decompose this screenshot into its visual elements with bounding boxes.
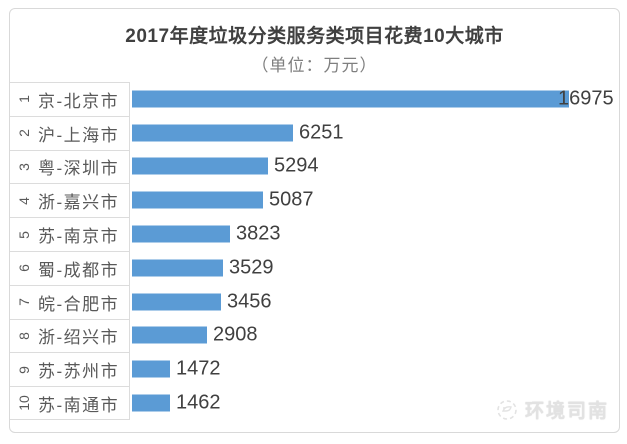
city-label: 沪-上海市 — [38, 125, 120, 145]
rank-label: 8 — [16, 332, 32, 340]
bar-track: 1462 — [130, 386, 619, 420]
chart-row: 4 浙-嘉兴市 5087 — [10, 183, 619, 218]
chart-row: 8 浙-绍兴市 2908 — [10, 318, 619, 353]
value-label: 1462 — [176, 391, 221, 414]
category-cell: 2 沪-上海市 — [10, 115, 130, 150]
bar — [132, 360, 170, 378]
bar — [132, 326, 207, 344]
rank-label: 2 — [16, 129, 32, 138]
value-label: 16975 — [558, 87, 614, 110]
city-label: 苏-南通市 — [38, 395, 120, 415]
bar-track: 1472 — [130, 352, 619, 386]
city-label: 浙-绍兴市 — [38, 328, 120, 348]
category-cell: 9 苏-苏州市 — [10, 352, 130, 387]
city-label: 苏-苏州市 — [38, 362, 120, 382]
chart-row: 1 京-北京市 16975 — [10, 82, 619, 116]
value-label: 5087 — [269, 188, 314, 211]
rank-label: 3 — [16, 163, 32, 171]
bar-track: 3529 — [130, 251, 619, 285]
city-label: 皖-合肥市 — [38, 294, 120, 314]
chart-title: 2017年度垃圾分类服务类项目花费10大城市 — [125, 26, 504, 47]
city-label: 浙-嘉兴市 — [38, 193, 120, 213]
city-label: 蜀-成都市 — [38, 260, 120, 280]
city-label: 苏-南京市 — [38, 227, 120, 247]
value-label: 3529 — [229, 256, 274, 279]
chart-row: 3 粤-深圳市 5294 — [10, 149, 619, 184]
bar — [132, 157, 268, 175]
value-label: 5294 — [274, 154, 319, 177]
value-label: 2908 — [213, 323, 258, 346]
category-cell: 7 皖-合肥市 — [10, 284, 130, 319]
rank-label: 10 — [16, 395, 32, 411]
value-label: 6251 — [299, 121, 344, 144]
bar — [132, 293, 221, 311]
rank-label: 1 — [16, 95, 32, 104]
rank-label: 4 — [16, 196, 32, 205]
value-label: 3823 — [236, 222, 281, 245]
city-label: 京-北京市 — [38, 91, 120, 111]
rank-label: 7 — [16, 298, 32, 307]
chart-row: 10 苏-南通市 1462 — [10, 386, 619, 420]
category-cell: 3 粤-深圳市 — [10, 149, 130, 184]
bar-track: 3456 — [130, 285, 619, 319]
value-label: 3456 — [227, 290, 272, 313]
value-label: 1472 — [176, 357, 221, 380]
bar — [132, 90, 569, 108]
bar-track: 5294 — [130, 150, 619, 184]
category-cell: 4 浙-嘉兴市 — [10, 183, 130, 218]
rank-label: 9 — [16, 365, 32, 374]
rank-label: 5 — [16, 230, 32, 239]
category-cell: 5 苏-南京市 — [10, 217, 130, 251]
rank-label: 6 — [16, 264, 32, 273]
bar-chart: 1 京-北京市 16975 2 沪-上海市 6251 3 粤-深圳市 5294 4 浙-嘉兴市 508… — [10, 82, 619, 420]
chart-row: 9 苏-苏州市 1472 — [10, 352, 619, 387]
bar — [132, 225, 230, 243]
chart-row: 2 沪-上海市 6251 — [10, 115, 619, 150]
bar-track: 6251 — [130, 116, 619, 150]
chart-row: 5 苏-南京市 3823 — [10, 217, 619, 251]
chart-row: 6 蜀-成都市 3529 — [10, 250, 619, 285]
category-cell: 1 京-北京市 — [10, 82, 130, 116]
city-label: 粤-深圳市 — [38, 159, 120, 179]
bar-track: 16975 — [130, 82, 619, 116]
bar-track: 5087 — [130, 183, 619, 217]
bar-track: 2908 — [130, 319, 619, 353]
category-cell: 6 蜀-成都市 — [10, 250, 130, 285]
category-cell: 8 浙-绍兴市 — [10, 318, 130, 353]
chart-row: 7 皖-合肥市 3456 — [10, 284, 619, 319]
bar — [132, 191, 263, 209]
bar — [132, 394, 170, 412]
chart-frame: 2017年度垃圾分类服务类项目花费10大城市 （单位：万元） 1 京-北京市 169… — [9, 8, 620, 433]
bar — [132, 259, 223, 277]
category-cell: 10 苏-南通市 — [10, 386, 130, 420]
bar — [132, 124, 293, 142]
chart-unit-label: （单位：万元） — [251, 56, 378, 75]
bar-track: 3823 — [130, 217, 619, 251]
chart-header: 2017年度垃圾分类服务类项目花费10大城市 （单位：万元） — [10, 9, 619, 76]
